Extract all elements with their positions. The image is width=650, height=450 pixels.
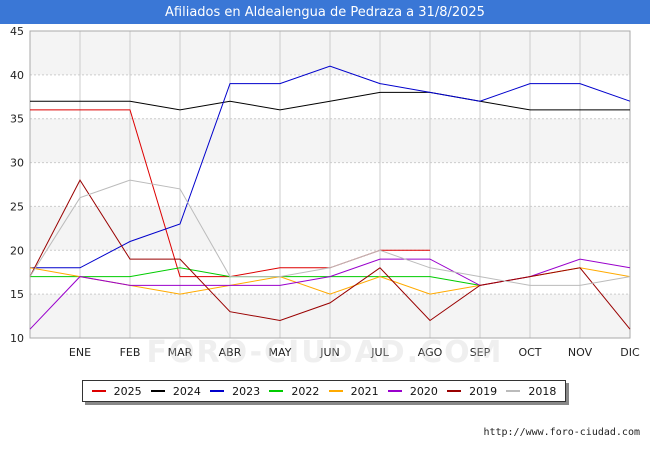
legend-item-2022: 2022 (269, 385, 319, 398)
x-tick-label-ago: AGO (418, 346, 443, 359)
x-tick-label-dic: DIC (620, 346, 640, 359)
y-tick-label: 30 (10, 157, 24, 170)
legend-swatch (447, 390, 462, 392)
legend-item-2024: 2024 (150, 384, 201, 398)
legend-label: 2023 (232, 384, 261, 398)
y-tick-label: 20 (10, 244, 24, 257)
y-tick-label: 15 (10, 288, 24, 301)
chart-title: Afiliados en Aldealengua de Pedraza a 31… (0, 0, 650, 24)
y-tick-label: 25 (10, 200, 24, 213)
legend-item-2019: 2019 (447, 385, 497, 398)
legend-swatch (210, 390, 225, 392)
y-tick-label: 35 (10, 113, 24, 126)
y-tick-label: 40 (10, 69, 24, 82)
plot-frame (29, 30, 631, 339)
legend-label: 2018 (528, 384, 557, 398)
legend-swatch (328, 390, 343, 392)
legend-label: 2022 (291, 384, 320, 398)
y-tick-label: 10 (10, 332, 24, 345)
legend-swatch (269, 390, 284, 392)
x-tick-label-oct: OCT (518, 346, 541, 359)
legend-label: 2020 (409, 384, 438, 398)
source-url[interactable]: http://www.foro-ciudad.com (483, 427, 640, 438)
x-tick-label-may: MAY (269, 346, 292, 359)
series-line-2023 (30, 65, 631, 269)
x-tick-label-feb: FEB (120, 346, 141, 359)
x-tick-label-ene: ENE (69, 346, 91, 359)
series-line-2018 (29, 179, 631, 286)
legend-item-2021: 2021 (328, 384, 379, 398)
x-tick-label-mar: MAR (168, 346, 193, 359)
x-tick-label-jun: JUN (319, 346, 340, 359)
legend-swatch (387, 390, 402, 392)
legend-item-2023: 2023 (210, 385, 260, 398)
x-tick-label-sep: SEP (470, 346, 491, 359)
legend-swatch (91, 390, 106, 392)
series-line-2024 (30, 91, 630, 111)
legend-label: 2025 (113, 384, 142, 398)
legend-item-2020: 2020 (387, 384, 438, 398)
legend-label: 2019 (469, 384, 498, 398)
legend-item-2025: 2025 (91, 384, 142, 398)
legend-swatch (506, 390, 521, 392)
legend-label: 2024 (172, 384, 201, 398)
y-tick-label: 45 (10, 25, 24, 38)
x-tick-label-abr: ABR (219, 346, 242, 359)
legend-label: 2021 (350, 384, 379, 398)
series-line-2019 (29, 179, 631, 330)
chart-legend: 2025 2024 2023 2022 2021 2020 2019 2018 (82, 380, 566, 402)
x-tick-label-nov: NOV (568, 346, 593, 359)
x-tick-label-jul: JUL (370, 346, 389, 359)
legend-swatch (150, 390, 165, 392)
legend-item-2018: 2018 (506, 385, 556, 398)
